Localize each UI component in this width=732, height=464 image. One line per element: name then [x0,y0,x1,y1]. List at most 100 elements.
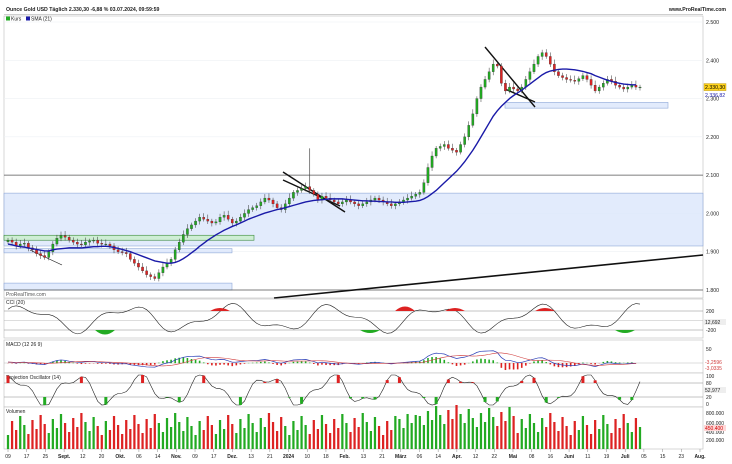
macd-histogram-bar [52,361,54,364]
volume-bar [341,414,344,449]
x-tick-label: 08 [529,454,535,460]
macd-histogram-bar [317,363,319,366]
cci-tick-label: 200 [706,309,715,315]
candle [361,203,365,206]
candle [80,243,83,246]
volume-bar [508,407,511,449]
volume-bar [459,414,462,449]
projection-oversold-fill [544,397,548,403]
projection-value-box [704,387,726,393]
candle [141,266,144,272]
volume-bar [316,429,320,449]
macd-histogram-bar [606,360,609,364]
macd-histogram-bar [235,363,238,366]
cci-extreme-fill [360,330,380,333]
macd-histogram-bar [60,360,62,364]
cci-extreme-fill [395,306,415,311]
candle [92,240,95,242]
volume-bar [545,427,548,449]
candle [124,252,128,254]
macd-histogram-bar [174,358,176,364]
macd-histogram-bar [439,358,442,364]
macd-histogram-bar [614,362,617,364]
candle [430,155,434,168]
legend-label: SMA (21) [31,17,52,23]
volume-bar [222,429,226,449]
macd-histogram-bar [100,363,103,364]
macd-histogram-bar [512,363,515,370]
macd-histogram-bar [227,363,229,366]
volume-bar [581,416,585,449]
volume-bar [312,420,315,449]
candle [553,63,556,72]
candle [275,203,279,208]
volume-bar [304,425,307,449]
cci-extreme-fill [445,308,465,311]
candle [316,194,320,201]
trendline [504,88,536,103]
price-tick-label: 2.100 [706,173,719,179]
volume-bar [284,426,287,449]
macd-histogram-bar [484,359,486,364]
macd-histogram-bar [329,363,331,366]
volume-bar [524,428,527,449]
x-tick-label: 23 [679,454,685,460]
candle [186,228,189,235]
macd-histogram-bar [435,357,437,364]
trendline [282,179,341,207]
volume-bar [382,435,385,449]
x-tick-label: Sept. [58,454,71,460]
macd-histogram-bar [333,363,335,366]
volume-bar [35,429,38,449]
macd-histogram-bar [557,363,560,368]
projection-overbought-fill [141,375,145,383]
macd-histogram-bar [504,363,507,371]
volume-bar [300,416,303,449]
volume-bar [345,423,348,449]
candle [88,240,91,243]
projection-overbought-fill [581,376,585,383]
macd-signal-line [7,352,636,367]
x-tick-label: 06 [417,454,423,460]
volume-bar [589,434,593,449]
macd-histogram-bar [178,357,181,364]
candle [528,71,532,80]
macd-histogram-bar [162,361,164,364]
macd-histogram-bar [296,361,299,364]
candle [190,224,193,229]
candle [43,255,46,258]
candle [108,243,112,247]
macd-histogram-bar [206,363,209,365]
candle [602,83,605,88]
x-tick-label: 14 [435,454,441,460]
projection-oversold-fill [495,397,499,402]
x-tick-label: 14 [155,454,161,460]
volume-bar [288,435,291,449]
macd-histogram-bar [325,363,327,365]
macd-histogram-bar [80,363,83,365]
volume-bar [112,416,116,449]
volume-bar [104,421,107,449]
macd-histogram-bar [459,363,462,366]
volume-bar [536,432,540,449]
volume-bar [47,433,50,449]
candle [593,85,597,92]
candle [247,209,250,214]
volume-bar [218,420,222,449]
candle [23,243,26,245]
candle [483,79,487,88]
volume-bar [541,418,544,449]
candle [120,251,124,253]
candle [438,146,442,149]
candle [198,217,201,222]
macd-histogram-bar [186,358,189,364]
candle [606,79,609,84]
macd-histogram-bar [76,363,79,364]
volume-bar [43,424,46,449]
macd-histogram-bar [198,360,201,364]
candle [251,207,254,210]
x-tick-label: 16 [548,454,554,460]
support-zone-small [3,234,255,241]
volume-bar [361,413,364,449]
candle [271,199,275,205]
